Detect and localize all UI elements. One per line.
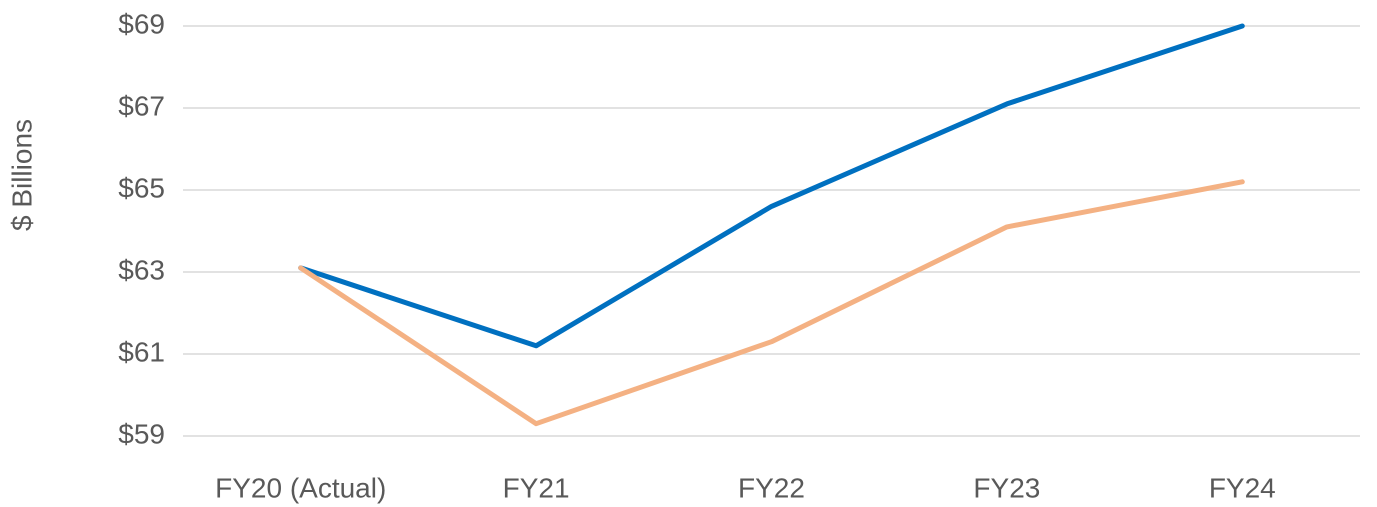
y-tick-label: $65 [118, 172, 165, 203]
y-tick-label: $61 [118, 336, 165, 367]
series-line [298, 23, 1245, 349]
y-axis-label: $ Billions [6, 119, 37, 231]
x-tick-label: FY21 [503, 472, 570, 503]
x-tick-label: FY24 [1209, 472, 1276, 503]
x-tick-label: FY23 [973, 472, 1040, 503]
y-tick-label: $59 [118, 418, 165, 449]
y-tick-label: $69 [118, 8, 165, 39]
series-line [298, 179, 1245, 427]
y-tick-label: $67 [118, 90, 165, 121]
x-tick-label: FY22 [738, 472, 805, 503]
x-tick-label: FY20 (Actual) [215, 472, 386, 503]
y-tick-label: $63 [118, 254, 165, 285]
